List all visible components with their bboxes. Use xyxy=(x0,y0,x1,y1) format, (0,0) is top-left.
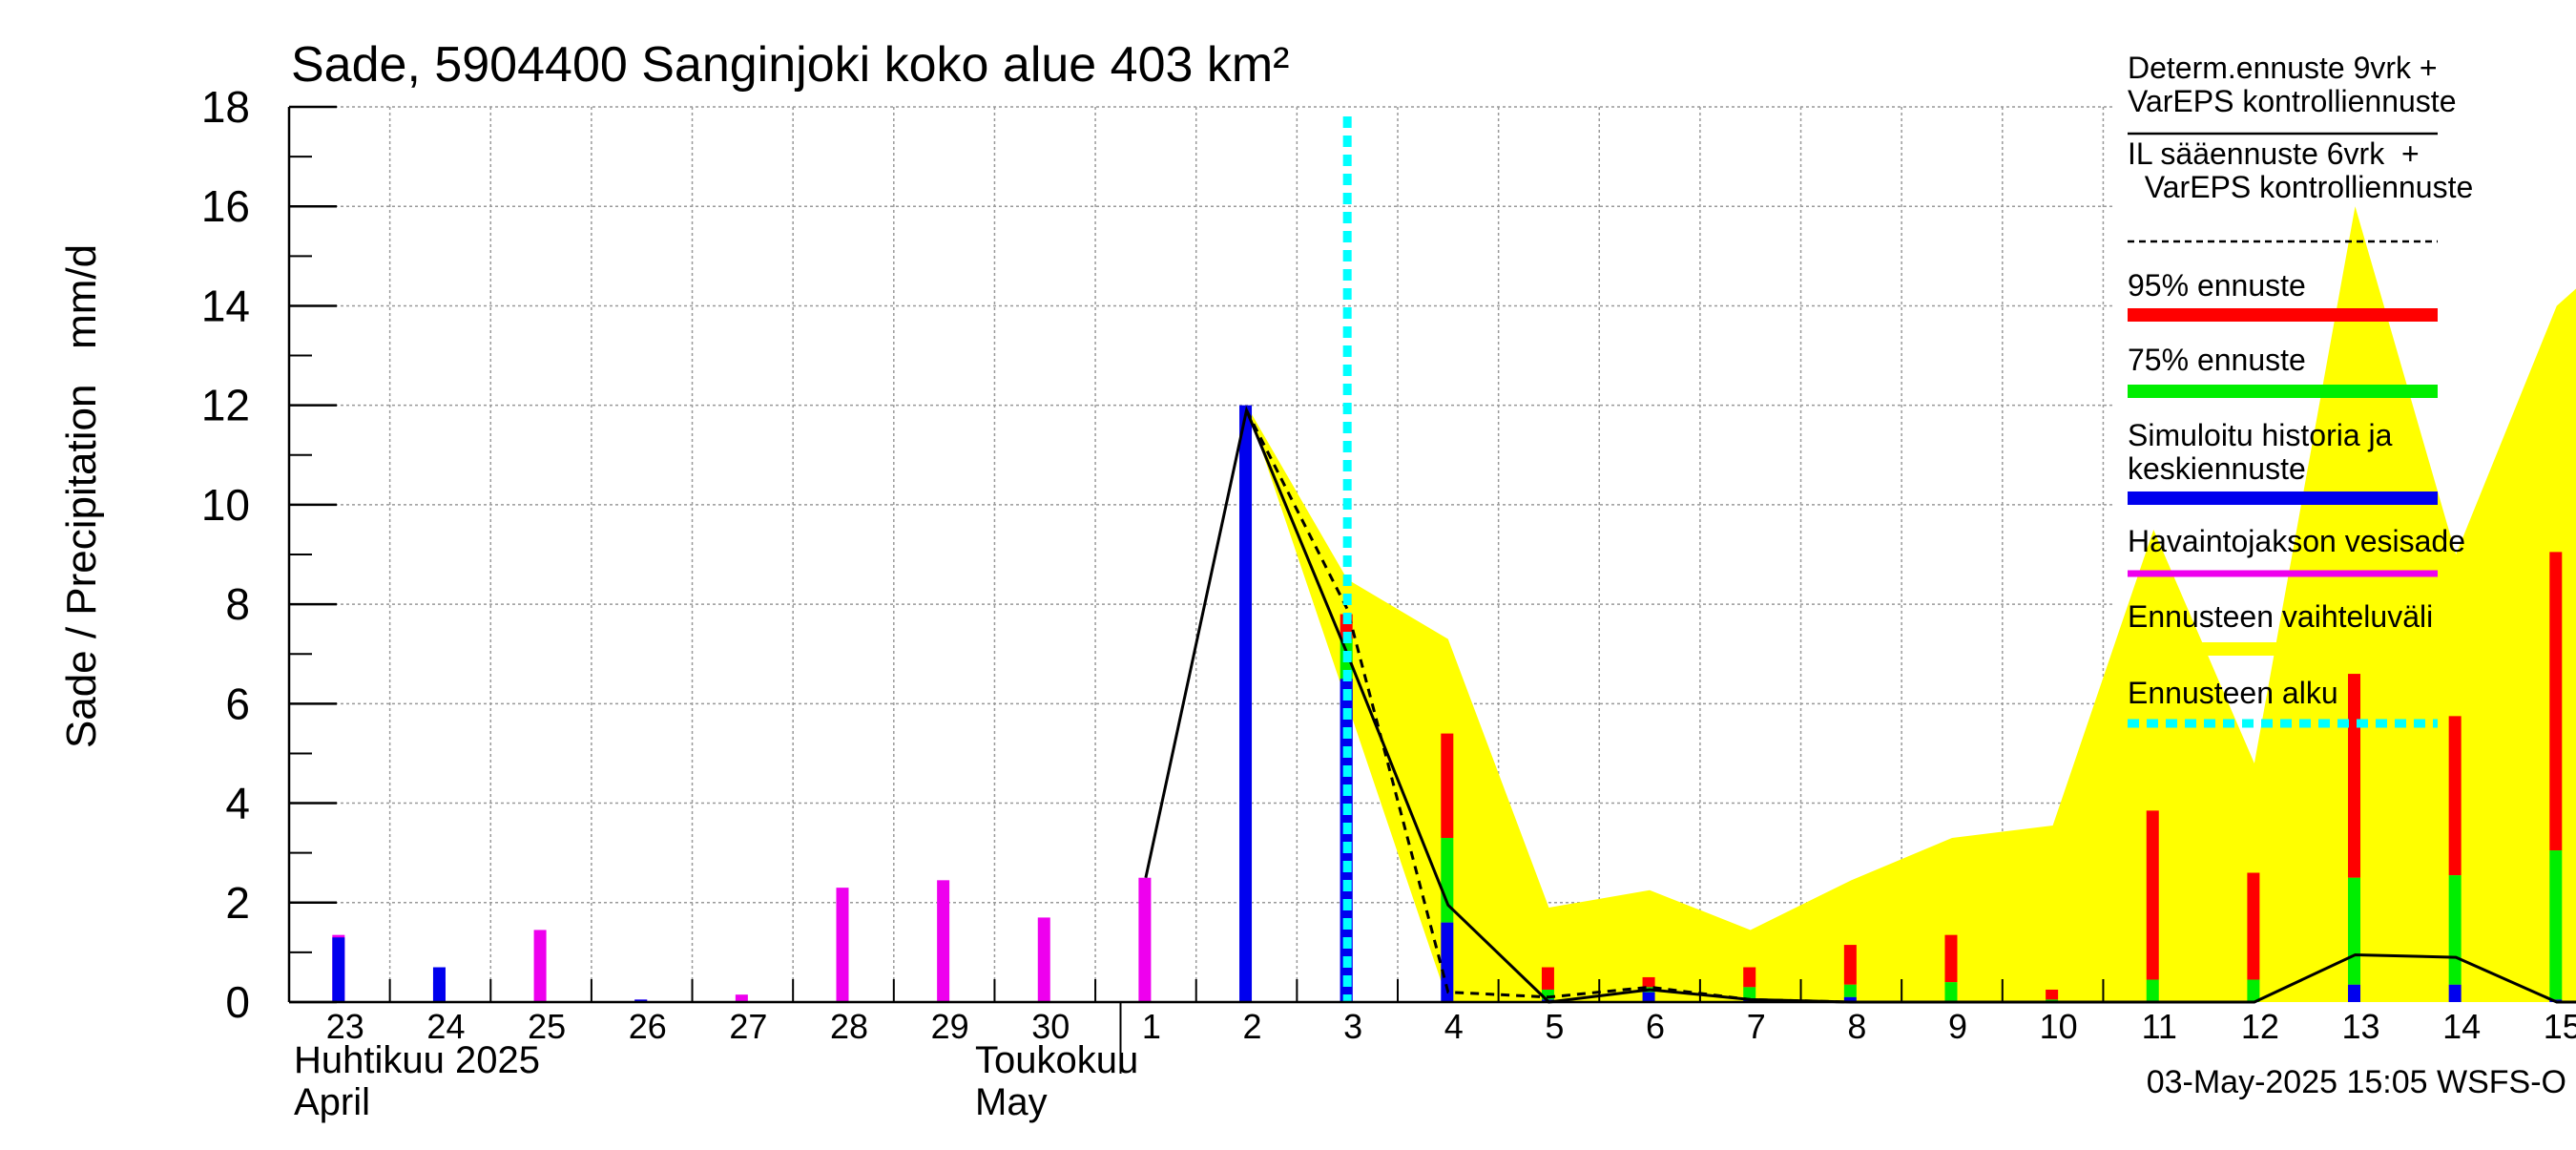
legend-label: Havaintojakson vesisade xyxy=(2128,524,2465,558)
forecast-95-bar xyxy=(1743,967,1756,988)
x-tick-label: 14 xyxy=(2442,1007,2481,1046)
x-tick-label: 30 xyxy=(1031,1007,1070,1046)
observed-precip-bar xyxy=(1138,877,1152,1002)
forecast-95-bar xyxy=(2549,552,2563,851)
forecast-median-bar xyxy=(2448,984,2462,1002)
forecast-75-bar xyxy=(1441,838,1454,923)
legend-label: 75% ennuste xyxy=(2128,343,2306,377)
x-tick-label: 25 xyxy=(528,1007,566,1046)
month-label-may-en: May xyxy=(975,1081,1048,1123)
observed-precip-bar xyxy=(533,930,547,1002)
legend-label: VarEPS kontrolliennuste xyxy=(2128,170,2473,204)
y-tick-label: 12 xyxy=(201,381,250,430)
forecast-95-bar xyxy=(1541,967,1554,990)
legend-label: 95% ennuste xyxy=(2128,268,2306,303)
forecast-median-bar xyxy=(1441,922,1454,1002)
forecast-95-bar xyxy=(2247,872,2260,980)
chart-title: Sade, 5904400 Sanginjoki koko alue 403 k… xyxy=(291,37,1290,93)
forecast-75-bar xyxy=(1843,984,1857,997)
legend-label: Simuloitu historia ja xyxy=(2128,418,2393,452)
y-tick-label: 10 xyxy=(201,480,250,530)
x-tick-label: 4 xyxy=(1444,1007,1464,1046)
month-label-april-fi: Huhtikuu 2025 xyxy=(294,1039,540,1081)
legend-label: Determ.ennuste 9vrk + xyxy=(2128,51,2438,85)
forecast-95-bar xyxy=(2448,716,2462,876)
forecast-95-bar xyxy=(2046,989,2059,1000)
plot-area xyxy=(289,107,2113,1002)
forecast-95-bar xyxy=(1944,934,1958,983)
legend-label: Ennusteen alku xyxy=(2128,676,2338,710)
x-tick-label: 10 xyxy=(2040,1007,2078,1046)
legend-label: VarEPS kontrolliennuste xyxy=(2128,84,2456,118)
legend: Determ.ennuste 9vrk +VarEPS kontrollienn… xyxy=(2128,51,2473,728)
forecast-75-bar xyxy=(2146,979,2159,1002)
forecast-95-bar xyxy=(1843,945,1857,985)
legend-label: keskiennuste xyxy=(2128,451,2306,486)
x-tick-label: 2 xyxy=(1243,1007,1262,1046)
forecast-median-bar xyxy=(2348,984,2361,1002)
legend-label: Ennusteen vaihteluväli xyxy=(2128,599,2433,634)
forecast-95-bar xyxy=(1441,733,1454,839)
forecast-75-bar xyxy=(2247,979,2260,1002)
forecast-95-bar xyxy=(2348,674,2361,878)
x-tick-label: 29 xyxy=(931,1007,969,1046)
observed-precip-bar xyxy=(735,994,748,1002)
x-tick-label: 11 xyxy=(2142,1007,2177,1046)
y-tick-label: 4 xyxy=(225,779,250,828)
x-tick-label: 13 xyxy=(2342,1007,2380,1046)
month-label-april-en: April xyxy=(294,1081,370,1123)
x-tick-label: 23 xyxy=(326,1007,364,1046)
forecast-median-bar xyxy=(1642,992,1655,1002)
x-tick-label: 7 xyxy=(1747,1007,1766,1046)
grid xyxy=(289,106,2113,1002)
forecast-75-bar xyxy=(1743,987,1756,1000)
x-tick-label: 3 xyxy=(1343,1007,1362,1046)
observed-precip-bar xyxy=(1037,917,1050,1002)
x-tick-label: 5 xyxy=(1545,1007,1564,1046)
observed-precip-bar xyxy=(836,888,849,1002)
y-tick-label: 6 xyxy=(225,679,250,728)
forecast-range-area xyxy=(1246,206,2576,1002)
x-tick-label: 26 xyxy=(629,1007,667,1046)
month-label-may-fi: Toukokuu xyxy=(975,1039,1138,1081)
y-tick-label: 0 xyxy=(225,977,250,1027)
il-forecast-line xyxy=(1245,409,1852,1004)
forecast-75-bar xyxy=(2348,877,2361,985)
legend-label: IL sääennuste 6vrk + xyxy=(2128,136,2420,171)
x-tick-label: 9 xyxy=(1948,1007,1967,1046)
forecast-75-bar xyxy=(2448,875,2462,985)
observed-precip-bar xyxy=(937,880,950,1002)
y-tick-label: 16 xyxy=(201,181,250,231)
timestamp-footer: 03-May-2025 15:05 WSFS-O xyxy=(2147,1064,2566,1100)
simulated-history-bar xyxy=(634,999,648,1002)
x-tick-label: 1 xyxy=(1142,1007,1161,1046)
forecast-median-bar xyxy=(1843,996,1857,1002)
y-tick-label: 2 xyxy=(225,878,250,928)
y-axis-label: Sade / Precipitation mm/d xyxy=(58,244,105,748)
simulated-history-bar xyxy=(1239,405,1253,1003)
simulated-history-bar xyxy=(432,967,446,1002)
y-tick-label: 8 xyxy=(225,579,250,629)
x-tick-label: 27 xyxy=(729,1007,767,1046)
forecast-75-bar xyxy=(2549,850,2563,1000)
y-tick-label: 18 xyxy=(201,82,250,132)
forecast-95-bar xyxy=(2146,810,2159,980)
x-tick-label: 8 xyxy=(1847,1007,1866,1046)
forecast-75-bar xyxy=(1541,989,1554,1000)
x-tick-label: 15 xyxy=(2544,1007,2576,1046)
x-tick-label: 12 xyxy=(2241,1007,2279,1046)
forecast-75-bar xyxy=(1944,982,1958,1002)
x-tick-label: 28 xyxy=(830,1007,868,1046)
forecast-95-bar xyxy=(1642,976,1655,988)
bars xyxy=(332,405,2563,1003)
simulated-history-bar xyxy=(332,937,345,1002)
y-tick-label: 14 xyxy=(201,281,250,330)
x-tick-label: 6 xyxy=(1646,1007,1665,1046)
x-tick-label: 24 xyxy=(426,1007,465,1046)
